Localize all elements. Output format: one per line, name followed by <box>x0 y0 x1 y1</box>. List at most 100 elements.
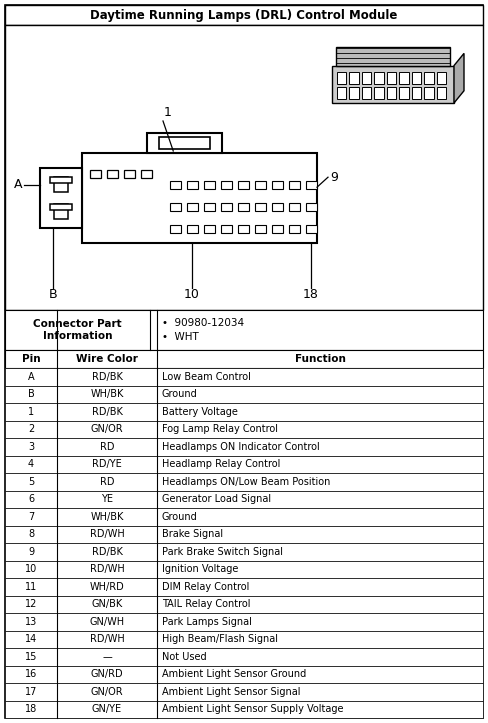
Text: YE: YE <box>101 495 113 504</box>
Bar <box>187 203 198 211</box>
Bar <box>5 648 483 665</box>
Text: 11: 11 <box>25 582 37 591</box>
Bar <box>5 526 483 543</box>
Bar <box>306 203 317 211</box>
Text: Ambient Light Sensor Ground: Ambient Light Sensor Ground <box>162 669 306 679</box>
Bar <box>336 46 450 66</box>
Text: Headlamps ON/Low Beam Position: Headlamps ON/Low Beam Position <box>162 476 330 487</box>
Text: Battery Voltage: Battery Voltage <box>162 407 238 416</box>
Bar <box>5 508 483 526</box>
Text: Pin: Pin <box>21 354 41 364</box>
Bar <box>5 490 483 508</box>
Bar <box>272 225 283 233</box>
Text: 16: 16 <box>25 669 37 679</box>
Bar <box>170 181 181 189</box>
Text: 1: 1 <box>164 106 172 119</box>
Text: WH/BK: WH/BK <box>90 389 123 399</box>
Bar <box>289 225 300 233</box>
Text: 8: 8 <box>28 529 34 539</box>
Bar <box>5 5 483 25</box>
Bar <box>5 403 483 421</box>
Bar <box>170 225 181 233</box>
Bar <box>289 181 300 189</box>
Bar <box>255 203 266 211</box>
Text: 1: 1 <box>28 407 34 416</box>
Bar <box>238 225 249 233</box>
Text: 2: 2 <box>28 424 34 435</box>
Text: RD/WH: RD/WH <box>90 564 124 574</box>
Text: High Beam/Flash Signal: High Beam/Flash Signal <box>162 634 278 644</box>
Bar <box>204 203 215 211</box>
Bar <box>5 630 483 648</box>
Bar <box>424 87 433 99</box>
Bar <box>82 153 317 243</box>
Text: Connector Part Information: Connector Part Information <box>33 319 122 341</box>
Text: 15: 15 <box>25 651 37 662</box>
Bar <box>437 87 446 99</box>
Text: Headlamp Relay Control: Headlamp Relay Control <box>162 459 281 469</box>
Bar <box>238 203 249 211</box>
Bar <box>5 665 483 683</box>
Text: 14: 14 <box>25 634 37 644</box>
Bar <box>5 385 483 403</box>
Bar <box>349 87 359 99</box>
Text: TAIL Relay Control: TAIL Relay Control <box>162 599 250 609</box>
Bar <box>159 137 210 149</box>
Bar <box>5 350 483 368</box>
Text: Fog Lamp Relay Control: Fog Lamp Relay Control <box>162 424 278 435</box>
Text: B: B <box>48 288 57 301</box>
Text: 5: 5 <box>28 476 34 487</box>
Bar <box>54 177 68 192</box>
Bar <box>50 177 72 184</box>
Text: RD/WH: RD/WH <box>90 634 124 644</box>
Bar <box>272 181 283 189</box>
Text: •  90980-12034: • 90980-12034 <box>162 318 244 328</box>
Text: 13: 13 <box>25 617 37 627</box>
Bar <box>204 181 215 189</box>
Text: 18: 18 <box>303 288 319 301</box>
Bar <box>272 203 283 211</box>
Text: RD/BK: RD/BK <box>92 547 122 557</box>
Bar <box>5 473 483 490</box>
Text: 17: 17 <box>25 687 37 697</box>
Text: 18: 18 <box>25 704 37 714</box>
Bar <box>147 133 222 153</box>
Bar <box>187 225 198 233</box>
Bar <box>5 560 483 578</box>
Text: Function: Function <box>295 354 346 364</box>
Bar <box>238 181 249 189</box>
Bar <box>374 87 384 99</box>
Bar <box>124 170 135 178</box>
Bar <box>50 204 72 210</box>
Bar <box>387 87 396 99</box>
Bar <box>374 72 384 85</box>
Text: Generator Load Signal: Generator Load Signal <box>162 495 271 504</box>
Text: RD/BK: RD/BK <box>92 407 122 416</box>
Bar <box>5 438 483 455</box>
Text: Daytime Running Lamps (DRL) Control Module: Daytime Running Lamps (DRL) Control Modu… <box>90 9 398 22</box>
Bar <box>437 72 446 85</box>
Bar <box>141 170 152 178</box>
Text: RD/WH: RD/WH <box>90 529 124 539</box>
Text: WH/RD: WH/RD <box>90 582 124 591</box>
Text: GN/YE: GN/YE <box>92 704 122 714</box>
Text: B: B <box>28 389 34 399</box>
Bar <box>40 168 82 228</box>
Bar <box>54 204 68 218</box>
Text: Not Used: Not Used <box>162 651 206 662</box>
Text: 9: 9 <box>28 547 34 557</box>
Bar <box>337 72 346 85</box>
Bar <box>5 701 483 718</box>
Bar <box>289 203 300 211</box>
Text: A: A <box>28 372 34 382</box>
Text: GN/OR: GN/OR <box>91 687 123 697</box>
Text: WH/BK: WH/BK <box>90 512 123 522</box>
Bar <box>5 543 483 560</box>
Bar <box>399 72 408 85</box>
Bar <box>170 203 181 211</box>
Bar <box>90 170 101 178</box>
Bar <box>5 683 483 701</box>
Bar <box>5 421 483 438</box>
Bar <box>362 87 371 99</box>
Text: Ambient Light Sensor Signal: Ambient Light Sensor Signal <box>162 687 301 697</box>
